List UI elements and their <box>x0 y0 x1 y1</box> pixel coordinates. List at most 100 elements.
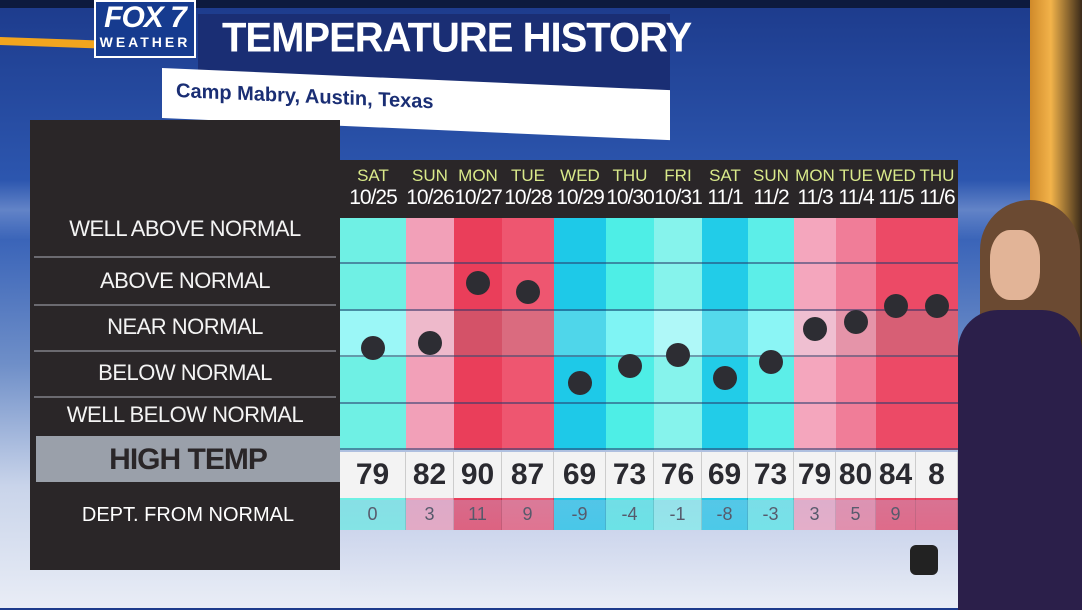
dept-from-normal-value: -3 <box>748 498 794 530</box>
label-above-normal: ABOVE NORMAL <box>99 268 271 293</box>
day-name: SUN <box>412 166 448 185</box>
day-header: WED 10/29 <box>554 160 606 218</box>
normal-band-cell <box>340 403 406 450</box>
high-temp-value: 80 <box>836 452 876 498</box>
day-date: 11/2 <box>753 186 789 209</box>
normal-band-cell <box>654 218 702 265</box>
label-dept-from-normal: DEPT. FROM NORMAL <box>81 504 295 526</box>
normal-band-cell <box>876 403 916 450</box>
normal-band-cell <box>406 403 454 450</box>
day-name: MON <box>795 166 835 185</box>
high-temp-value: 84 <box>876 452 916 498</box>
normal-band-cell <box>702 264 748 311</box>
dept-from-normal-value: 0 <box>340 498 406 530</box>
day-date: 10/26 <box>406 186 455 209</box>
normal-band-cell <box>748 218 794 265</box>
temperature-dot <box>925 294 949 319</box>
day-name: TUE <box>511 166 545 185</box>
day-header: TUE 10/28 <box>502 160 554 218</box>
day-name: THU <box>612 166 648 185</box>
day-name: TUE <box>839 166 873 185</box>
day-date: 10/25 <box>349 186 398 209</box>
normal-band-cell <box>916 218 958 265</box>
logo-sub: WEATHER <box>99 34 191 50</box>
normal-band-cell <box>406 357 454 404</box>
normal-band-cell <box>406 218 454 265</box>
day-date: 10/31 <box>654 186 703 209</box>
temperature-dot <box>803 317 827 342</box>
temperature-dot <box>666 342 690 367</box>
label-well-below-normal: WELL BELOW NORMAL <box>66 402 304 427</box>
normal-band-cell <box>502 310 554 358</box>
day-header: SUN 11/2 <box>748 160 794 218</box>
normal-band-cell <box>836 357 876 404</box>
high-temp-label-bg <box>36 436 340 482</box>
day-header: TUE 11/4 <box>836 160 876 218</box>
normal-band-cell <box>606 403 654 450</box>
day-name: WED <box>876 166 916 185</box>
day-header: MON 11/3 <box>794 160 836 218</box>
normal-band-cell <box>340 218 406 265</box>
dept-from-normal-value: 11 <box>454 498 502 530</box>
normal-band-cell <box>654 403 702 450</box>
day-header: MON 10/27 <box>454 160 503 218</box>
day-name: SUN <box>753 166 789 185</box>
day-date: 10/29 <box>556 186 605 209</box>
presenter-face <box>990 230 1040 300</box>
temperature-dot <box>713 366 737 391</box>
high-temp-value: 87 <box>502 452 554 498</box>
logo-main: FOX 7 <box>104 1 187 34</box>
day-header: THU 11/6 <box>916 160 958 218</box>
page-title: TEMPERATURE HISTORY <box>222 14 692 62</box>
normal-band-cell <box>916 403 958 450</box>
normal-band-cell <box>554 264 606 311</box>
label-below-normal: BELOW NORMAL <box>98 360 272 385</box>
dept-from-normal-value: 5 <box>836 498 876 530</box>
row-label-panel <box>30 120 340 570</box>
label-well-above-normal: WELL ABOVE NORMAL <box>69 216 301 241</box>
day-header: WED 11/5 <box>876 160 916 218</box>
normal-band-cell <box>876 357 916 404</box>
clicker-icon <box>910 545 938 575</box>
high-temp-value: 82 <box>406 452 454 498</box>
day-date: 11/6 <box>919 186 955 209</box>
dept-from-normal-value: 9 <box>876 498 916 530</box>
high-temp-value: 79 <box>794 452 836 498</box>
day-date: 10/28 <box>504 186 553 209</box>
temperature-dot <box>618 354 642 379</box>
high-temp-value: 69 <box>554 452 606 498</box>
day-header: SAT 11/1 <box>702 160 748 218</box>
floor-reflection <box>340 500 980 600</box>
normal-band-cell <box>554 403 606 450</box>
normal-band-cell <box>454 357 502 404</box>
normal-band-cell <box>794 218 836 265</box>
divider <box>34 304 336 306</box>
normal-band-cell <box>916 310 958 358</box>
divider <box>34 396 336 398</box>
dept-from-normal-value <box>916 498 958 530</box>
normal-band-cell <box>454 218 502 265</box>
day-name: SAT <box>709 166 741 185</box>
label-high-temp: HIGH TEMP <box>109 443 268 476</box>
presenter-dress <box>958 310 1082 610</box>
normal-band-cell <box>554 310 606 358</box>
normal-band-cell <box>794 357 836 404</box>
day-name: THU <box>919 166 955 185</box>
normal-band-cell <box>606 310 654 358</box>
temperature-dot <box>516 280 540 305</box>
presenter <box>910 200 1082 610</box>
normal-band-cell <box>876 310 916 358</box>
normal-band-cell <box>606 218 654 265</box>
temperature-dot <box>361 335 385 360</box>
normal-band-cell <box>454 403 502 450</box>
day-date: 11/4 <box>838 186 874 209</box>
dept-from-normal-value: 9 <box>502 498 554 530</box>
day-header: SUN 10/26 <box>406 160 455 218</box>
temperature-dot <box>418 331 442 356</box>
day-name: FRI <box>664 166 692 185</box>
normal-band-cell <box>702 403 748 450</box>
normal-band-cell <box>606 264 654 311</box>
day-header: THU 10/30 <box>606 160 655 218</box>
normal-band-cell <box>794 264 836 311</box>
normal-band-cell <box>654 264 702 311</box>
